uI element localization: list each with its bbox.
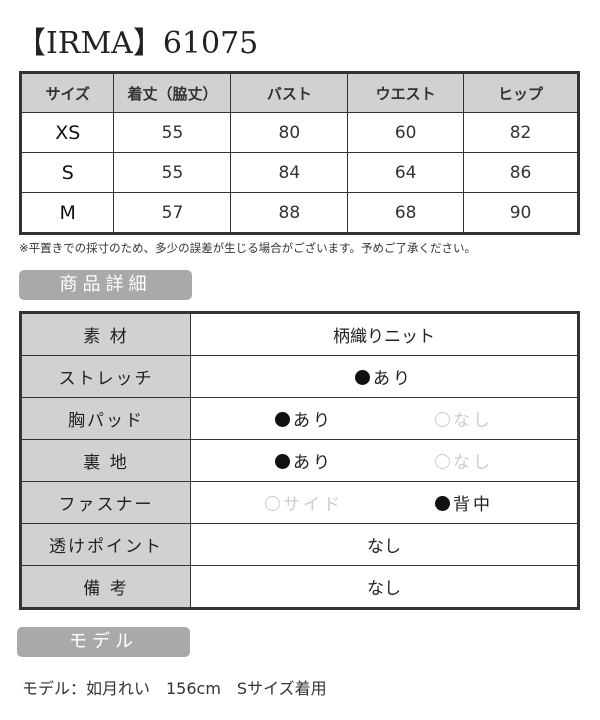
option-text: サイド xyxy=(283,495,343,515)
measurement-cell: 60 xyxy=(347,112,465,153)
option-text: あり xyxy=(293,453,333,473)
size-table-header: サイズ 着丈（脇丈） バスト ウエスト ヒップ xyxy=(19,72,579,113)
measurement-cell: 82 xyxy=(463,112,579,153)
detail-label: 胸パッド xyxy=(20,397,191,440)
measurement-note: ※平置きでの採寸のため、多少の誤差が生じる場合がございます。予めご了承ください。 xyxy=(19,241,476,255)
detail-row: ファスナー サイド 背中 xyxy=(20,481,579,524)
measurement-cell: 57 xyxy=(113,192,232,234)
measurement-cell: 80 xyxy=(230,112,349,153)
column-header: サイズ xyxy=(19,72,115,113)
filled-circle-icon xyxy=(275,412,290,427)
detail-value: 柄織りニット xyxy=(190,312,579,356)
size-table: サイズ 着丈（脇丈） バスト ウエスト ヒップ XS 55 80 60 82 S 55 84 64 86 M 5… xyxy=(19,71,580,235)
unselected-option: なし xyxy=(384,406,544,431)
column-header: 着丈（脇丈） xyxy=(113,72,232,113)
selected-option: 背中 xyxy=(384,490,544,515)
size-label: XS xyxy=(19,112,115,153)
measurement-cell: 64 xyxy=(347,152,465,193)
option-text: なし xyxy=(453,411,493,431)
detail-label: 裏 地 xyxy=(20,439,191,482)
product-details-table: 素 材柄織りニット ストレッチ あり 胸パッド あり なし裏 地あり なし ファスナー サイド背… xyxy=(19,311,580,610)
detail-label: 備 考 xyxy=(20,565,191,609)
measurement-cell: 55 xyxy=(113,152,232,193)
column-header: ヒップ xyxy=(463,72,579,113)
empty-circle-icon xyxy=(435,454,450,469)
size-row: M 57 88 68 90 xyxy=(19,192,579,234)
detail-value: なし xyxy=(190,523,579,566)
selected-option: あり xyxy=(224,406,384,431)
detail-row: 素 材柄織りニット xyxy=(20,312,579,356)
option-text: 背中 xyxy=(453,495,493,515)
measurement-cell: 90 xyxy=(463,192,579,234)
product-title: 【IRMA】61075 xyxy=(16,26,259,61)
detail-value: あり なし xyxy=(190,397,579,440)
size-row: S 55 84 64 86 xyxy=(19,152,579,193)
option-text: あり xyxy=(373,369,413,389)
selected-option: あり xyxy=(224,448,384,473)
option-text: あり xyxy=(293,411,333,431)
size-row: XS 55 80 60 82 xyxy=(19,112,579,153)
model-info: モデル：如月れい 156cm Sサイズ着用 xyxy=(22,679,327,698)
measurement-cell: 55 xyxy=(113,112,232,153)
detail-value: あり なし xyxy=(190,439,579,482)
size-label: M xyxy=(19,192,115,234)
model-badge: モデル xyxy=(17,627,190,657)
empty-circle-icon xyxy=(265,496,280,511)
filled-circle-icon xyxy=(435,496,450,511)
detail-value: あり xyxy=(190,355,579,398)
column-header: バスト xyxy=(230,72,349,113)
measurement-cell: 86 xyxy=(463,152,579,193)
empty-circle-icon xyxy=(435,412,450,427)
detail-label: 透けポイント xyxy=(20,523,191,566)
option-text: なし xyxy=(453,453,493,473)
detail-value: サイド 背中 xyxy=(190,481,579,524)
detail-value: なし xyxy=(190,565,579,609)
measurement-cell: 84 xyxy=(230,152,349,193)
filled-circle-icon xyxy=(355,370,370,385)
unselected-option: なし xyxy=(384,448,544,473)
unselected-option: サイド xyxy=(224,490,384,515)
filled-circle-icon xyxy=(275,454,290,469)
detail-label: ストレッチ xyxy=(20,355,191,398)
size-label: S xyxy=(19,152,115,193)
detail-row: ストレッチ あり xyxy=(20,355,579,398)
selected-option: あり xyxy=(355,364,413,389)
detail-row: 備 考なし xyxy=(20,565,579,609)
detail-label: ファスナー xyxy=(20,481,191,524)
measurement-cell: 88 xyxy=(230,192,349,234)
detail-row: 裏 地 あり なし xyxy=(20,439,579,482)
measurement-cell: 68 xyxy=(347,192,465,234)
detail-row: 胸パッド あり なし xyxy=(20,397,579,440)
detail-label: 素 材 xyxy=(20,312,191,356)
column-header: ウエスト xyxy=(347,72,465,113)
detail-row: 透けポイント なし xyxy=(20,523,579,566)
product-details-badge: 商品詳細 xyxy=(19,270,192,300)
